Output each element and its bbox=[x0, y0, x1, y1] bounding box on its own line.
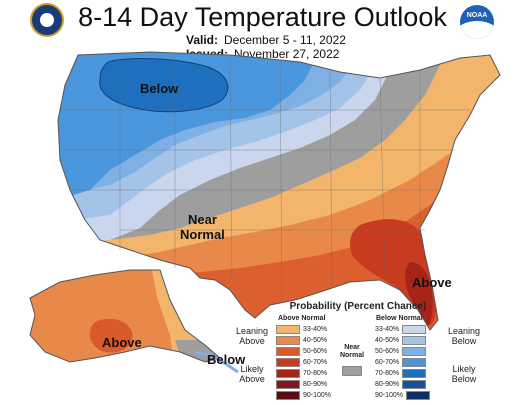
issued-value: November 27, 2022 bbox=[234, 47, 340, 61]
legend-below-swatch-1 bbox=[402, 325, 427, 334]
legend-below-swatch-6 bbox=[402, 380, 427, 389]
legend-above-row-1: 33-40% bbox=[276, 325, 330, 334]
legend-above-swatch-5 bbox=[276, 369, 300, 378]
legend-above-range-7: 90-100% bbox=[303, 392, 332, 399]
legend-likely-above-line1: Likely bbox=[240, 364, 264, 374]
legend-above-swatch-2 bbox=[276, 336, 300, 345]
label-above-florida: Above bbox=[412, 275, 452, 290]
legend-above-swatch-6 bbox=[276, 380, 300, 389]
legend-title: Probability (Percent Chance) bbox=[289, 301, 427, 312]
legend-below-row-3: 50-60% bbox=[372, 347, 427, 356]
legend-above-swatch-4 bbox=[276, 358, 300, 367]
legend-near-normal-swatch bbox=[342, 366, 362, 376]
noaa-logo-icon: NOAA bbox=[460, 5, 494, 39]
conus-fields bbox=[58, 52, 500, 330]
legend-above-row-7: 90-100% bbox=[276, 391, 334, 400]
legend-below-swatch-4 bbox=[402, 358, 427, 367]
legend-above-header: Above Normal bbox=[278, 315, 326, 322]
legend-above-swatch-7 bbox=[276, 391, 300, 400]
legend-below-swatch-3 bbox=[402, 347, 427, 356]
legend-below-range-7: 90-100% bbox=[375, 392, 404, 399]
legend-above-swatch-1 bbox=[276, 325, 300, 334]
legend-below-row-2: 40-50% bbox=[372, 336, 427, 345]
legend-below-row-6: 80-90% bbox=[372, 380, 427, 389]
legend-leaning-below-line1: Leaning bbox=[447, 326, 481, 336]
legend-leaning-above-line2: Above bbox=[239, 336, 265, 346]
label-below-alaska: Below bbox=[207, 352, 246, 367]
noaa-logo-text: NOAA bbox=[466, 12, 488, 19]
alaska-above-50-60 bbox=[89, 318, 133, 353]
valid-label: Valid: bbox=[186, 33, 219, 47]
legend-likely-above-line2: Above bbox=[239, 374, 265, 384]
legend-below-swatch-7 bbox=[406, 391, 431, 400]
legend-below-range-4: 60-70% bbox=[375, 359, 400, 366]
legend-above-range-2: 40-50% bbox=[303, 337, 328, 344]
legend-above-row-6: 80-90% bbox=[276, 380, 330, 389]
legend-below-row-1: 33-40% bbox=[372, 325, 427, 334]
legend-below-row-4: 60-70% bbox=[372, 358, 427, 367]
legend-below-range-2: 40-50% bbox=[375, 337, 400, 344]
label-near-normal-1: Near bbox=[188, 212, 217, 227]
legend-above-row-4: 60-70% bbox=[276, 358, 330, 367]
field-above-70-80 bbox=[405, 262, 433, 326]
valid-value: December 5 - 11, 2022 bbox=[224, 33, 346, 47]
legend-likely-below-line1: Likely bbox=[452, 364, 476, 374]
legend-above-row-2: 40-50% bbox=[276, 336, 330, 345]
legend-below-row-5: 70-80% bbox=[372, 369, 427, 378]
doc-seal-icon bbox=[30, 3, 64, 37]
legend-leaning-above: Leaning Above bbox=[232, 326, 272, 346]
legend-above-range-5: 70-80% bbox=[303, 370, 328, 377]
label-below-main: Below bbox=[140, 81, 179, 96]
label-near-normal-2: Normal bbox=[180, 227, 225, 242]
legend-leaning-below: Leaning Below bbox=[444, 326, 484, 346]
legend-below-header: Below Normal bbox=[376, 315, 423, 322]
label-above-alaska: Above bbox=[102, 335, 142, 350]
legend-above-range-6: 80-90% bbox=[303, 381, 328, 388]
alaska-outline bbox=[29, 269, 222, 363]
page-title: 8-14 Day Temperature Outlook bbox=[78, 2, 447, 32]
legend-above-swatch-3 bbox=[276, 347, 300, 356]
legend-below-row-7: 90-100% bbox=[372, 391, 431, 400]
legend-near-normal-label: Near Normal bbox=[339, 344, 365, 359]
legend-above-row-5: 70-80% bbox=[276, 369, 330, 378]
legend-leaning-below-line2: Below bbox=[451, 336, 477, 346]
legend-below-swatch-5 bbox=[402, 369, 427, 378]
legend-above-range-1: 33-40% bbox=[303, 326, 328, 333]
probability-legend: Probability (Percent Chance) Above Norma… bbox=[236, 300, 480, 402]
legend-above-range-4: 60-70% bbox=[303, 359, 328, 366]
legend-below-range-3: 50-60% bbox=[375, 348, 400, 355]
state-borders bbox=[60, 54, 470, 301]
legend-above-row-3: 50-60% bbox=[276, 347, 330, 356]
legend-below-range-5: 70-80% bbox=[375, 370, 400, 377]
legend-below-swatch-2 bbox=[402, 336, 427, 345]
legend-likely-below: Likely Below bbox=[444, 364, 484, 384]
legend-likely-above: Likely Above bbox=[232, 364, 272, 384]
alaska-panhandle-below bbox=[194, 350, 239, 374]
legend-leaning-above-line1: Leaning bbox=[235, 326, 269, 336]
legend-above-range-3: 50-60% bbox=[303, 348, 328, 355]
conus-outline bbox=[57, 51, 501, 331]
legend-below-range-6: 80-90% bbox=[375, 381, 400, 388]
legend-likely-below-line2: Below bbox=[451, 374, 477, 384]
legend-below-range-1: 33-40% bbox=[375, 326, 400, 333]
